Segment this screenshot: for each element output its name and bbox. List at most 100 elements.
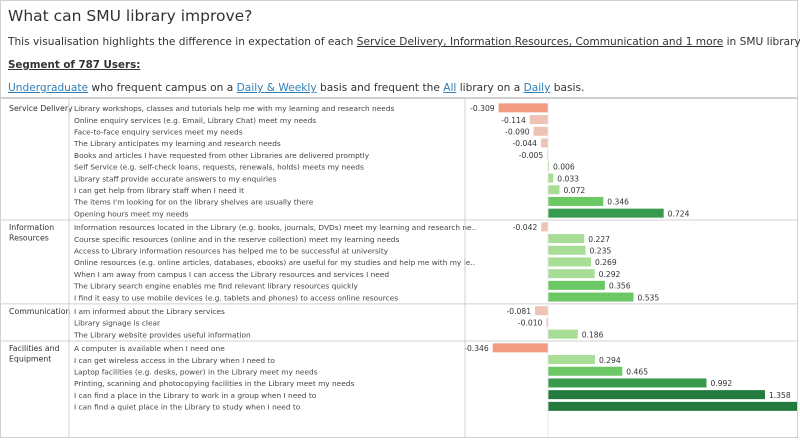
data-label: 0.292 <box>599 270 621 279</box>
bar <box>548 366 623 376</box>
bar <box>548 257 591 267</box>
item-label: The Library search engine enables me fin… <box>73 282 358 291</box>
group-label: Service Delivery <box>9 104 73 113</box>
item-label: Library signage is clear <box>74 319 161 328</box>
data-label: 0.269 <box>595 258 617 267</box>
item-label: The Library website provides useful info… <box>73 330 251 339</box>
item-label: I am informed about the Library services <box>74 307 225 316</box>
segment-label: Segment of 787 Users: <box>8 59 141 71</box>
item-label: Opening hours meet my needs <box>74 209 189 218</box>
subtitle: This visualisation highlights the differ… <box>8 36 800 48</box>
bar <box>548 161 549 171</box>
bar <box>533 126 548 136</box>
item-label: Access to Library information resources … <box>74 246 389 255</box>
data-label: -0.042 <box>513 223 538 232</box>
bar <box>548 234 585 244</box>
group-label: Facilities and <box>9 344 60 353</box>
item-label: The Library anticipates my learning and … <box>73 139 281 148</box>
item-label: Library staff provide accurate answers t… <box>74 174 277 183</box>
filter-text-1: who frequent campus on a <box>88 82 237 94</box>
expectation-gap-bar-chart: Library workshops, classes and tutorials… <box>1 99 800 437</box>
item-label: Face-to-face enquiry services meet my ne… <box>74 127 243 136</box>
filter-text-4: basis. <box>550 82 585 94</box>
item-label: A computer is available when I need one <box>74 344 225 353</box>
data-label: -0.010 <box>518 319 543 328</box>
data-label: -0.081 <box>507 307 532 316</box>
group-label: Information <box>9 223 54 232</box>
bar <box>548 401 800 411</box>
filter-sentence: Undergraduate who frequent campus on a D… <box>8 82 584 94</box>
data-label: 0.465 <box>626 367 648 376</box>
group-label: Resources <box>9 234 49 243</box>
item-label: Online resources (e.g. online articles, … <box>74 258 475 267</box>
data-label: 0.033 <box>557 174 579 183</box>
data-label: -0.005 <box>519 151 544 160</box>
group-label: Equipment <box>9 355 51 364</box>
bar <box>498 103 548 113</box>
data-label: -0.044 <box>512 139 537 148</box>
data-label: 0.992 <box>710 379 732 388</box>
item-label: I find it easy to use mobile devices (e.… <box>74 293 398 302</box>
bar <box>529 115 548 125</box>
filter-text-3: library on a <box>456 82 524 94</box>
data-label: 0.072 <box>564 186 586 195</box>
page-title: What can SMU library improve? <box>8 7 253 25</box>
bar <box>548 269 595 279</box>
data-label: -0.114 <box>501 116 526 125</box>
item-label: When I am away from campus I can access … <box>74 270 389 279</box>
bar <box>548 185 560 195</box>
data-label: 0.235 <box>590 246 612 255</box>
item-label: Library workshops, classes and tutorials… <box>74 104 395 113</box>
user-type-filter[interactable]: Undergraduate <box>8 82 89 94</box>
bar <box>548 173 554 183</box>
item-label: Self Service (e.g. self-check loans, req… <box>74 163 364 172</box>
library-frequency-filter[interactable]: Daily <box>523 82 551 94</box>
data-label: 0.006 <box>553 163 575 172</box>
data-label: 0.227 <box>588 235 610 244</box>
bar <box>548 196 604 206</box>
bar <box>541 222 548 232</box>
bar <box>535 306 548 316</box>
bar <box>492 343 548 353</box>
bar <box>548 378 707 388</box>
data-label: -0.309 <box>470 104 495 113</box>
item-label: I can find a place in the Library to wor… <box>74 391 317 400</box>
data-label: 0.294 <box>599 356 621 365</box>
data-label: 0.356 <box>609 282 631 291</box>
data-label: 0.346 <box>607 198 629 207</box>
item-label: Printing, scanning and photocopying faci… <box>74 379 354 388</box>
item-label: Course specific resources (online and in… <box>74 235 399 244</box>
bar <box>548 390 765 400</box>
dimension-link[interactable]: Service Delivery, Information Resources,… <box>356 36 724 48</box>
filter-text-2: basis and frequent the <box>316 82 444 94</box>
item-label: Information resources located in the Lib… <box>74 223 476 232</box>
header-panel: What can SMU library improve? This visua… <box>0 0 800 98</box>
item-label: The items I'm looking for on the library… <box>73 198 314 207</box>
item-label: Online enquiry services (e.g. Email, Lib… <box>74 116 316 125</box>
item-label: Books and articles I have requested from… <box>74 151 370 160</box>
bar <box>548 292 634 302</box>
data-label: -0.090 <box>505 127 530 136</box>
bar <box>546 317 548 327</box>
data-label: 0.186 <box>582 330 604 339</box>
campus-frequency-filter[interactable]: Daily & Weekly <box>236 82 317 94</box>
bar <box>548 355 595 365</box>
data-label: 0.535 <box>637 293 659 302</box>
data-label: 1.358 <box>769 391 791 400</box>
group-label: Communication <box>9 307 71 316</box>
item-label: Laptop facilities (e.g. desks, power) in… <box>74 367 318 376</box>
bar <box>540 138 548 148</box>
data-label: 0.724 <box>668 209 690 218</box>
bar <box>548 208 664 218</box>
item-label: I can get wireless access in the Library… <box>74 356 275 365</box>
library-filter[interactable]: All <box>443 82 457 94</box>
data-label: -0.346 <box>464 344 489 353</box>
item-label: I can find a quiet place in the Library … <box>74 403 301 412</box>
subtitle-prefix: This visualisation highlights the differ… <box>8 36 357 48</box>
bar <box>548 329 578 339</box>
subtitle-suffix: in SMU library. <box>723 36 800 48</box>
chart-panel: Library workshops, classes and tutorials… <box>0 98 800 438</box>
bar <box>548 280 605 290</box>
item-label: I can get help from library staff when I… <box>74 186 244 195</box>
bar <box>548 245 586 255</box>
